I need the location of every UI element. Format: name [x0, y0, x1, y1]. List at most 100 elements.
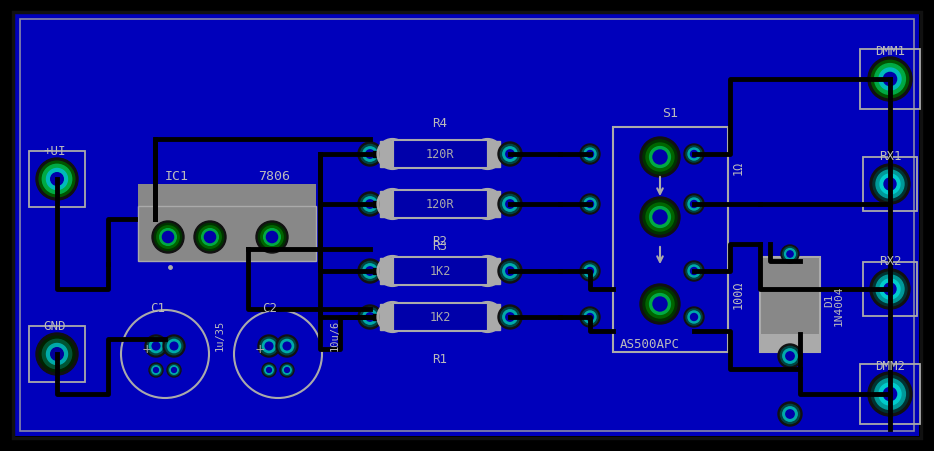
- Circle shape: [263, 229, 280, 246]
- Text: 10u/6: 10u/6: [330, 319, 340, 350]
- Circle shape: [871, 376, 909, 413]
- Circle shape: [377, 189, 408, 220]
- Circle shape: [873, 272, 907, 306]
- Circle shape: [498, 259, 522, 283]
- Circle shape: [640, 198, 680, 238]
- Circle shape: [361, 308, 379, 327]
- Circle shape: [506, 200, 515, 209]
- Circle shape: [781, 245, 799, 263]
- Circle shape: [285, 368, 290, 373]
- Circle shape: [472, 256, 502, 287]
- Circle shape: [149, 340, 163, 353]
- Circle shape: [168, 364, 179, 376]
- Bar: [392, 191, 488, 219]
- Circle shape: [778, 344, 802, 368]
- Circle shape: [258, 335, 280, 357]
- Circle shape: [501, 308, 519, 327]
- Circle shape: [880, 279, 900, 299]
- Circle shape: [587, 314, 593, 321]
- Circle shape: [380, 142, 405, 167]
- Circle shape: [785, 352, 794, 360]
- Bar: [488, 192, 500, 217]
- Text: R1: R1: [432, 352, 447, 365]
- Bar: [760, 334, 820, 352]
- Circle shape: [688, 149, 700, 161]
- Circle shape: [280, 363, 294, 377]
- Bar: [613, 128, 728, 352]
- Circle shape: [874, 64, 905, 95]
- Circle shape: [582, 197, 598, 212]
- Circle shape: [506, 313, 515, 322]
- Text: 7806: 7806: [258, 170, 290, 183]
- Circle shape: [256, 221, 288, 253]
- Circle shape: [684, 145, 704, 165]
- Circle shape: [587, 201, 593, 208]
- Circle shape: [283, 342, 290, 350]
- Circle shape: [167, 340, 180, 353]
- Circle shape: [261, 337, 277, 355]
- Circle shape: [358, 143, 382, 166]
- Bar: [488, 305, 500, 330]
- Circle shape: [688, 198, 700, 211]
- Circle shape: [266, 368, 272, 373]
- Text: R4: R4: [432, 117, 447, 130]
- Circle shape: [778, 402, 802, 426]
- Circle shape: [688, 265, 700, 277]
- Text: RX2: RX2: [879, 254, 901, 267]
- Circle shape: [690, 201, 698, 208]
- Circle shape: [686, 197, 702, 212]
- Circle shape: [472, 139, 502, 170]
- Circle shape: [498, 143, 522, 166]
- Circle shape: [686, 309, 702, 325]
- Bar: [373, 314, 507, 320]
- Circle shape: [380, 305, 405, 330]
- Circle shape: [506, 267, 515, 276]
- Text: +: +: [142, 343, 152, 356]
- Circle shape: [650, 294, 671, 315]
- Circle shape: [884, 283, 896, 295]
- Circle shape: [582, 263, 598, 279]
- Bar: [392, 141, 488, 169]
- Circle shape: [163, 232, 174, 243]
- Circle shape: [785, 249, 796, 260]
- Circle shape: [474, 305, 500, 330]
- Circle shape: [276, 335, 298, 357]
- Bar: [373, 268, 507, 274]
- Circle shape: [150, 364, 162, 376]
- Circle shape: [39, 336, 75, 372]
- Circle shape: [266, 232, 277, 243]
- Bar: [373, 202, 507, 207]
- Circle shape: [474, 192, 500, 217]
- Circle shape: [643, 141, 677, 175]
- Circle shape: [502, 264, 517, 279]
- Circle shape: [380, 192, 405, 217]
- Circle shape: [876, 170, 904, 198]
- Circle shape: [876, 276, 904, 304]
- Circle shape: [205, 232, 216, 243]
- Bar: [860, 50, 920, 110]
- Circle shape: [587, 268, 593, 275]
- Circle shape: [640, 138, 680, 178]
- Text: 100Ω: 100Ω: [731, 280, 744, 308]
- Circle shape: [650, 207, 671, 228]
- Circle shape: [502, 310, 517, 324]
- Circle shape: [686, 263, 702, 279]
- Circle shape: [870, 165, 910, 205]
- Text: R3: R3: [432, 239, 447, 253]
- Circle shape: [688, 311, 700, 323]
- Circle shape: [50, 348, 64, 360]
- Circle shape: [868, 372, 912, 416]
- Circle shape: [643, 287, 677, 321]
- Bar: [29, 152, 85, 208]
- Circle shape: [785, 410, 794, 418]
- Text: 1N4004: 1N4004: [834, 285, 844, 325]
- Circle shape: [280, 340, 293, 353]
- Text: DMM1: DMM1: [875, 45, 905, 58]
- Bar: [863, 262, 917, 316]
- Text: S1: S1: [662, 107, 678, 120]
- Circle shape: [36, 333, 78, 375]
- Circle shape: [501, 145, 519, 164]
- Bar: [863, 158, 917, 212]
- Circle shape: [502, 198, 517, 212]
- Circle shape: [377, 139, 408, 170]
